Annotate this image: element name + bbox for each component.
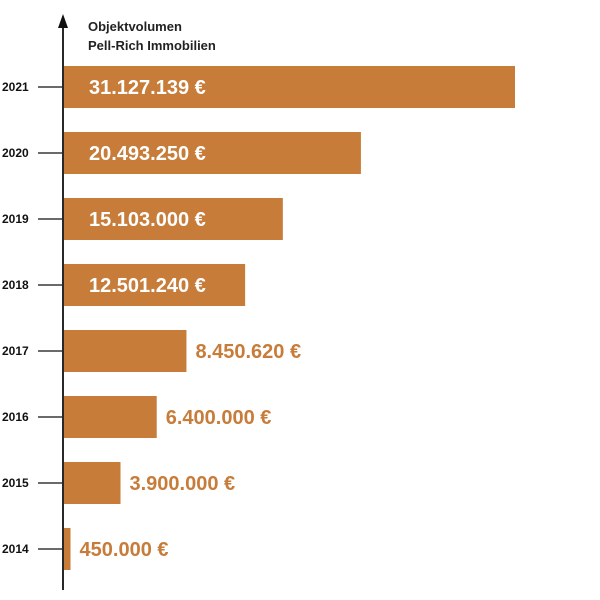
year-label: 2018: [2, 278, 29, 292]
bar: [64, 396, 157, 438]
chart-title-line-2: Pell-Rich Immobilien: [88, 38, 216, 53]
year-label: 2019: [2, 212, 29, 226]
chart-title-line-1: Objektvolumen: [88, 19, 182, 34]
value-label: 12.501.240 €: [89, 275, 206, 297]
year-label: 2015: [2, 476, 29, 490]
bar: [64, 198, 283, 240]
year-label: 2020: [2, 146, 29, 160]
value-label: 31.127.139 €: [89, 77, 206, 99]
bar: [64, 132, 361, 174]
value-label: 15.103.000 €: [89, 209, 206, 231]
year-label: 2014: [2, 542, 29, 556]
value-label: 6.400.000 €: [166, 407, 272, 429]
bar: [64, 330, 187, 372]
bar: [64, 264, 246, 306]
bar: [64, 528, 71, 570]
bar: [64, 462, 121, 504]
value-label: 8.450.620 €: [195, 341, 301, 363]
value-label: 20.493.250 €: [89, 143, 206, 165]
axis-arrow-icon: [58, 14, 68, 28]
year-label: 2021: [2, 80, 29, 94]
value-label: 450.000 €: [80, 539, 169, 561]
year-label: 2017: [2, 344, 29, 358]
year-label: 2016: [2, 410, 29, 424]
bar: [64, 66, 515, 108]
value-label: 3.900.000 €: [130, 473, 236, 495]
